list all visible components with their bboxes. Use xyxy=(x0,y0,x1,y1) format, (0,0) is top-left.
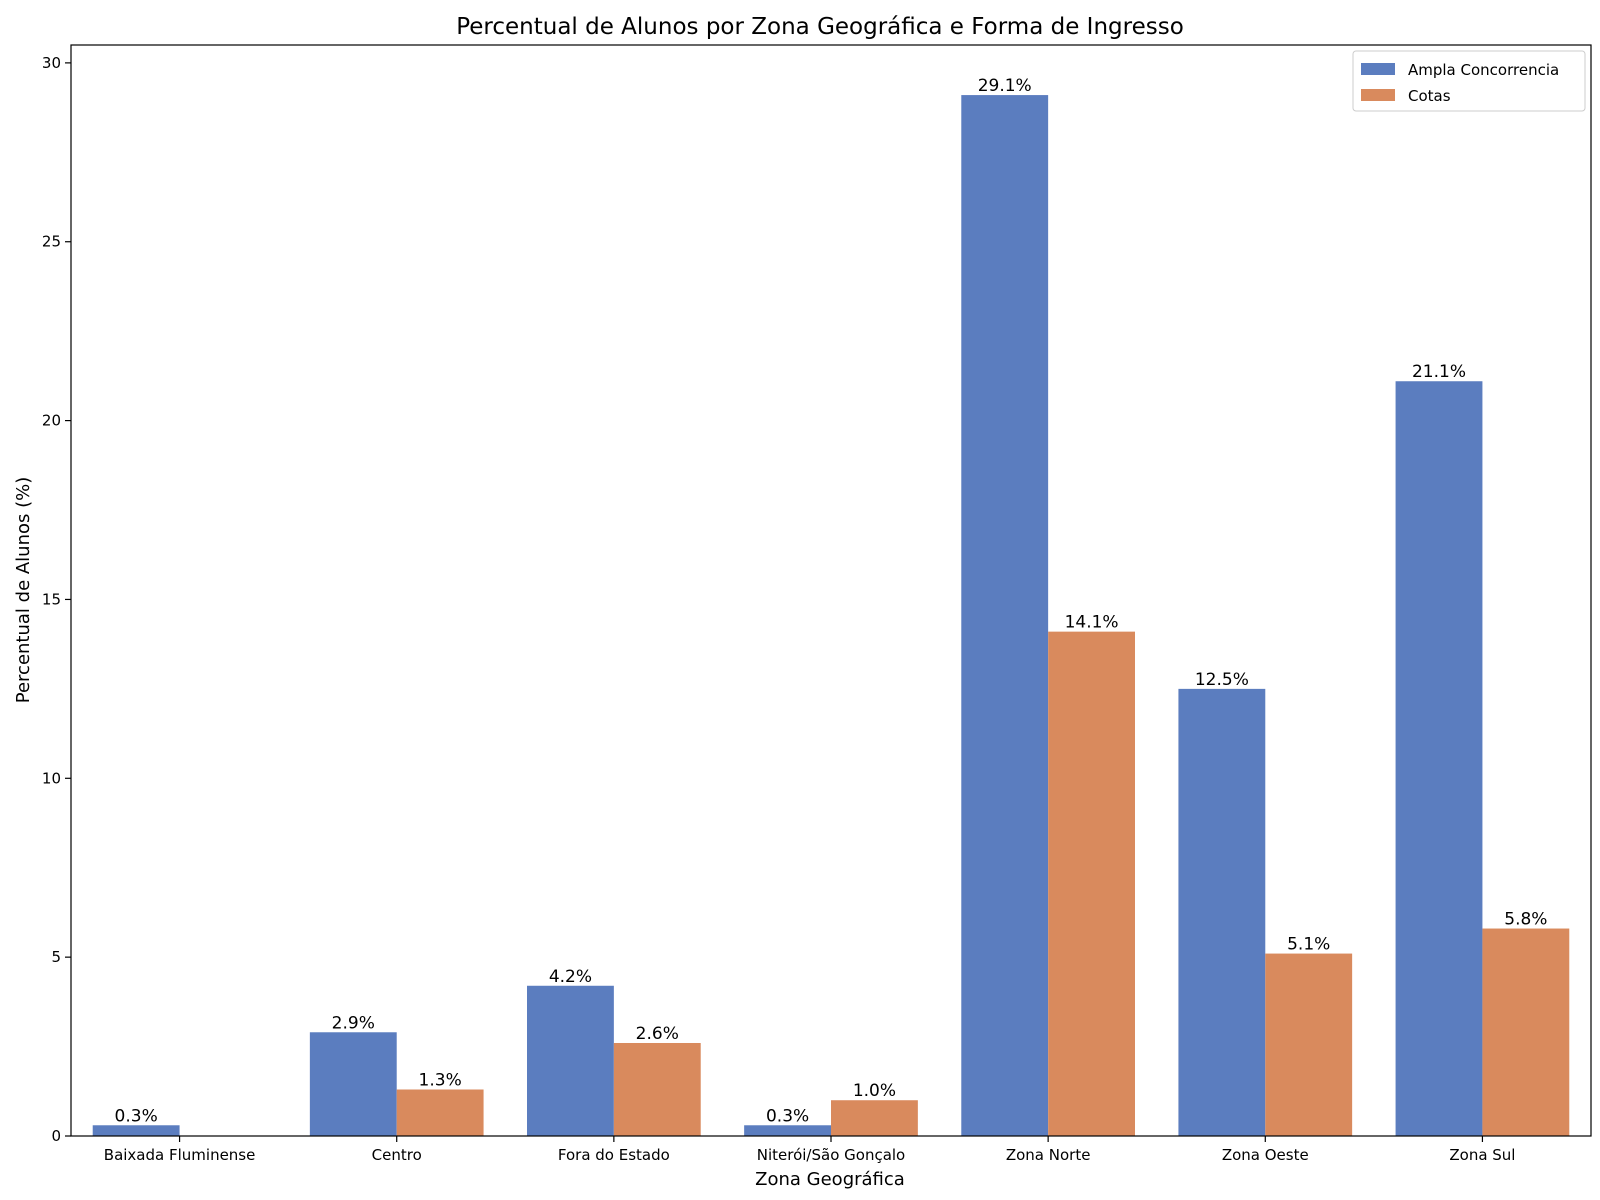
x-tick-label: Baixada Fluminense xyxy=(104,1146,256,1164)
legend-swatch-cotas xyxy=(1361,89,1395,101)
legend-box xyxy=(1352,50,1586,112)
legend-label-ampla: Ampla Concorrencia xyxy=(1408,61,1559,79)
x-tick-label: Niterói/São Gonçalo xyxy=(757,1146,905,1164)
y-tick-label: 30 xyxy=(42,54,61,72)
y-tick-label: 10 xyxy=(42,769,61,787)
bar-labels-group: 0.3% 2.9% 4.2% 0.3% 29.1% 12.5% 21.1% 1.3% 2.6% 1… xyxy=(115,76,1548,1126)
legend-swatch-ampla xyxy=(1361,63,1395,75)
x-tick-label: Fora do Estado xyxy=(558,1146,670,1164)
bar-value-label: 5.1% xyxy=(1287,935,1330,955)
y-tick-label: 25 xyxy=(42,233,61,251)
x-axis-title: Zona Geográfica xyxy=(755,1169,905,1190)
x-tick-label: Zona Oeste xyxy=(1222,1146,1309,1164)
legend: Ampla Concorrencia Cotas xyxy=(1352,50,1586,112)
y-tick-label: 0 xyxy=(51,1127,61,1145)
x-axis: Baixada Fluminense Centro Fora do Estado Ni… xyxy=(104,1136,1515,1164)
legend-label-cotas: Cotas xyxy=(1408,87,1451,105)
bar-ampla-1 xyxy=(309,1032,397,1136)
bar-value-label: 0.3% xyxy=(115,1106,158,1126)
y-axis-title: Percentual de Alunos (%) xyxy=(13,477,34,704)
bar-value-label: 2.9% xyxy=(332,1013,375,1033)
bar-ampla-6 xyxy=(1395,381,1483,1136)
bar-ampla-0 xyxy=(92,1125,180,1136)
bar-cotas-6 xyxy=(1482,928,1570,1136)
chart-title: Percentual de Alunos por Zona Geográfica… xyxy=(456,14,1184,40)
bar-value-label: 1.0% xyxy=(853,1081,896,1101)
bars-group xyxy=(92,95,1570,1136)
bar-ampla-4 xyxy=(961,95,1049,1136)
y-tick-label: 15 xyxy=(42,590,61,608)
y-tick-label: 20 xyxy=(42,412,61,430)
bar-value-label: 5.8% xyxy=(1504,910,1547,930)
bar-cotas-3 xyxy=(831,1100,918,1136)
plot-frame xyxy=(70,44,1592,1137)
x-tick-label: Zona Sul xyxy=(1449,1146,1515,1164)
x-tick-label: Zona Norte xyxy=(1006,1146,1091,1164)
y-tick-label: 5 xyxy=(51,948,61,966)
bar-ampla-2 xyxy=(527,985,614,1136)
bar-cotas-1 xyxy=(396,1089,484,1136)
y-axis: 0 5 10 15 20 25 30 xyxy=(42,54,71,1145)
bar-ampla-3 xyxy=(744,1125,831,1136)
bar-value-label: 0.3% xyxy=(766,1106,809,1126)
bar-value-label: 14.1% xyxy=(1065,613,1119,633)
bar-value-label: 1.3% xyxy=(419,1070,462,1090)
x-tick-label: Centro xyxy=(372,1146,422,1164)
bar-value-label: 12.5% xyxy=(1195,670,1249,690)
bar-value-label: 29.1% xyxy=(978,76,1032,96)
bar-value-label: 21.1% xyxy=(1412,362,1466,382)
bar-value-label: 2.6% xyxy=(636,1024,679,1044)
bar-value-label: 4.2% xyxy=(549,967,592,987)
bar-cotas-5 xyxy=(1265,953,1353,1136)
bar-ampla-5 xyxy=(1178,688,1266,1136)
bar-cotas-2 xyxy=(613,1042,701,1136)
bar-cotas-4 xyxy=(1048,631,1135,1136)
